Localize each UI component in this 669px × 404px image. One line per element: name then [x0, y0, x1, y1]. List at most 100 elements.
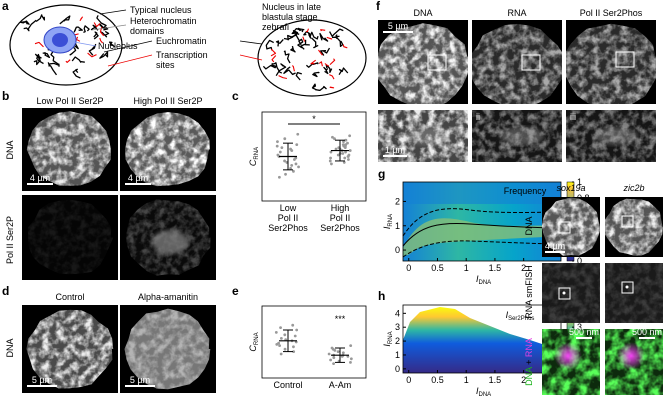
label: * — [312, 114, 316, 124]
zoom-box — [427, 54, 447, 71]
image — [26, 309, 114, 389]
data-point — [275, 144, 279, 148]
y-tick-label: 2 — [395, 336, 400, 346]
x-tick-label: 1.5 — [489, 263, 502, 273]
label-sub: RNA — [388, 214, 394, 227]
chromatin — [297, 38, 304, 49]
data-point — [332, 356, 336, 359]
chromatin — [90, 24, 99, 31]
label: DNA — [524, 216, 534, 235]
chromatin — [295, 71, 302, 81]
data-point — [343, 144, 347, 148]
quartile-line — [402, 208, 562, 237]
axis-label: IDNA — [476, 274, 491, 286]
leader-line — [107, 54, 153, 67]
chromatin — [108, 41, 115, 48]
scale-label: 5 µm — [130, 375, 150, 385]
x-tick-label: 0.5 — [431, 263, 444, 273]
image — [605, 263, 663, 323]
chromatin — [99, 51, 109, 59]
texture — [605, 198, 663, 256]
chromatin — [308, 31, 319, 40]
texture — [124, 308, 211, 390]
y-tick-label: 0 — [395, 245, 400, 255]
chromatin — [99, 37, 104, 44]
scale-label: 1 µm — [385, 145, 405, 155]
chromatin — [310, 37, 319, 49]
chromatin — [65, 59, 71, 63]
column-header: sox19a — [556, 183, 585, 193]
data-point — [329, 156, 332, 160]
data-point — [342, 161, 346, 164]
leader-line — [239, 40, 263, 45]
chromatin — [291, 27, 302, 36]
chromatin — [278, 75, 288, 80]
data-point — [349, 361, 352, 364]
chromatin — [290, 45, 296, 53]
data-point — [276, 153, 280, 157]
label: Euchromatin — [156, 36, 207, 46]
data-point — [344, 138, 348, 142]
image — [605, 198, 663, 256]
label: RNA smFISH — [524, 265, 534, 319]
data-point — [291, 323, 295, 327]
data-point — [349, 344, 353, 347]
heatmap — [403, 307, 561, 373]
axis-label: IRNA — [382, 214, 394, 229]
chromatin — [320, 47, 331, 56]
data-point — [283, 333, 287, 337]
panel-label: e — [232, 284, 239, 298]
panel-label: h — [378, 289, 385, 303]
chromatin — [324, 63, 330, 67]
data-point — [344, 150, 347, 154]
zoom-signal — [500, 127, 544, 145]
leader-line — [103, 40, 153, 53]
scale-label: 500 nm — [632, 327, 662, 337]
leader-line — [73, 41, 97, 47]
panel-label: d — [2, 284, 9, 298]
chromatin — [98, 23, 109, 31]
chromatin — [71, 56, 85, 63]
chromatin — [271, 62, 283, 74]
label: *** — [335, 314, 346, 324]
x-tick-label: 1 — [464, 375, 469, 385]
data-point — [274, 331, 278, 334]
scale-label: 5 µm — [32, 375, 52, 385]
panel-label: g — [378, 167, 385, 181]
chromatin — [87, 52, 97, 58]
chromatin — [48, 62, 60, 67]
chromatin — [88, 43, 97, 56]
plot-title: Frequency — [504, 186, 547, 196]
chromatin — [283, 66, 296, 76]
label: DNA — [5, 140, 15, 159]
data-point — [331, 135, 334, 139]
chromatin — [83, 25, 90, 34]
data-point — [349, 357, 353, 361]
chromatin — [93, 22, 101, 28]
chromatin — [270, 48, 277, 57]
heatmap-top — [403, 182, 561, 204]
quartile-line — [402, 240, 562, 258]
chromatin — [275, 38, 284, 47]
panel-label: b — [2, 89, 9, 103]
column-header: zic2b — [622, 183, 644, 193]
scale-label: 4 µm — [30, 173, 50, 183]
chromatin — [42, 51, 51, 59]
label-sub: DNA — [479, 280, 492, 286]
panel-label: f — [376, 0, 381, 13]
data-point — [328, 159, 332, 163]
x-tick-label: 0 — [406, 263, 411, 273]
data-point — [283, 347, 287, 351]
row-label: DNA + RNA — [524, 338, 534, 386]
chromatin — [318, 49, 323, 56]
label: Low Pol II Ser2P — [36, 96, 103, 106]
label: Typical nucleus — [130, 5, 192, 15]
chromatin — [50, 49, 60, 66]
data-point — [278, 344, 281, 347]
texture — [28, 199, 114, 275]
colorbar-label: 3 — [577, 322, 582, 332]
colorbar-label: 1 — [577, 177, 582, 187]
data-point — [347, 153, 351, 157]
y-tick-label: 4 — [395, 308, 400, 318]
chromatin — [338, 67, 349, 76]
